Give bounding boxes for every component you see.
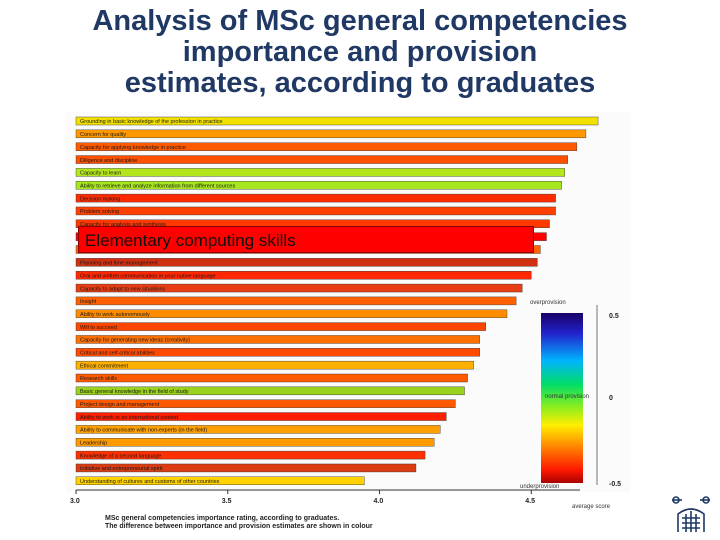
bar: [75, 438, 435, 447]
bar: [75, 168, 565, 177]
colorbar-footer: average score: [572, 504, 611, 510]
bar: [75, 425, 441, 434]
bar: [75, 206, 556, 216]
bar: [75, 283, 523, 293]
bar-label: Capacity to learn: [80, 171, 121, 177]
bar-label: Capacity for generating new ideas (creat…: [80, 338, 190, 344]
bar: [75, 155, 568, 164]
bar-label: Ability to work in an international cont…: [80, 415, 179, 421]
bar: [75, 476, 365, 485]
bar: [75, 193, 556, 203]
bar-label: Knowledge of a second language: [80, 453, 161, 459]
colorbar-tick-high: 0.5: [609, 313, 619, 320]
caption-line-2: The difference between importance and pr…: [105, 523, 373, 530]
bar: [75, 322, 486, 331]
bar: [75, 450, 426, 460]
colorbar-gradient: [541, 313, 583, 483]
x-axis: 3.0 3.5 4.0 4.5: [70, 489, 580, 505]
bar-label: Critical and self-critical abilities: [80, 351, 155, 357]
bar: [75, 373, 468, 383]
bar: [75, 309, 508, 318]
x-tick-label: 3.0: [70, 498, 80, 505]
bar-label: Capacity for analysis and synthesis: [80, 222, 166, 228]
bar: [75, 258, 538, 267]
bar-label: Leadership: [80, 440, 107, 446]
bar-label: Concern for quality: [80, 132, 126, 138]
bar: [75, 463, 417, 473]
bar: [75, 271, 532, 280]
bar: [75, 399, 456, 408]
bar-label: Ethical commitment: [80, 363, 128, 369]
bar-label: Oral and written communication in your n…: [80, 273, 216, 279]
colorbar-mid-label: normal provision: [545, 394, 589, 400]
colorbar-tick-low: -0.5: [609, 481, 621, 488]
bar-label: Ability to work autonomously: [80, 312, 150, 318]
highlight-callout: Elementary computing skills: [78, 226, 534, 253]
bar: [75, 335, 480, 344]
slide-title: Analysis of MSc general competencies imp…: [0, 6, 720, 99]
bar-label: Planning and time management: [80, 261, 158, 267]
bar-label: Capacity to adapt to new situations: [80, 286, 166, 292]
x-tick-label: 4.0: [374, 498, 384, 505]
bar: [75, 129, 587, 139]
bar: [75, 348, 480, 357]
bar-label: Ability to communicate with non-experts …: [80, 428, 207, 434]
bar-label: Decision making: [80, 196, 120, 202]
colorbar-bottom-label: underprovision: [520, 484, 559, 490]
bar: [75, 142, 578, 151]
bar-label: Project design and management: [80, 402, 160, 408]
x-tick-label: 3.5: [222, 498, 232, 505]
colorbar-top-label: overprovision: [530, 300, 566, 306]
x-tick-label: 4.5: [525, 498, 535, 505]
caption-line-1: MSc general competencies importance rati…: [105, 515, 339, 522]
bar: [75, 116, 599, 126]
bar: [75, 181, 562, 190]
bar: [75, 386, 465, 396]
bar-label: Understanding of cultures and customs of…: [80, 479, 220, 485]
title-line-3: estimates, according to graduates: [124, 67, 596, 99]
bar-label: Initiative and entrepreneurial spirit: [80, 466, 163, 472]
bar-label: Capacity for applying knowledge in pract…: [80, 145, 186, 151]
bar-label: Problem solving: [80, 209, 119, 215]
bar-label: Grounding in basic knowledge of the prof…: [80, 119, 222, 125]
colorbar: overprovision normal provision underprov…: [520, 300, 621, 510]
callout-text: Elementary computing skills: [85, 231, 296, 250]
title-line-1: Analysis of MSc general competencies: [92, 5, 628, 37]
title-line-2: importance and provision: [182, 36, 538, 68]
bar: [75, 296, 517, 306]
bar-label: Research skills: [80, 376, 117, 382]
bar-label: Ability to retrieve and analyze informat…: [80, 183, 235, 189]
bar-label: Will to succeed: [80, 325, 117, 331]
bar: [75, 412, 447, 421]
bar-label: Insight: [80, 299, 97, 305]
bar-label: Basic general knowledge in the field of …: [80, 389, 189, 395]
bar-label: Diligence and discipline: [80, 158, 137, 164]
bar: [75, 360, 474, 370]
colorbar-tick-zero: 0: [609, 395, 613, 402]
university-logo: [672, 496, 710, 532]
